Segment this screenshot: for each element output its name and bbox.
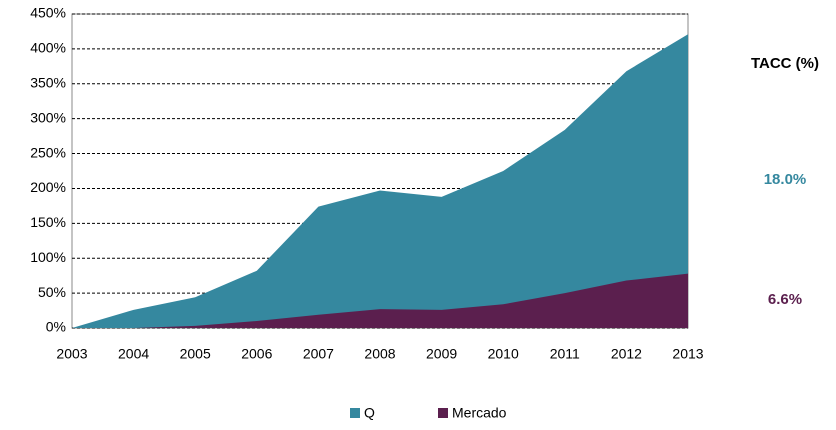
annotation-title: TACC (%) (751, 55, 819, 72)
x-tick-label: 2008 (364, 346, 395, 362)
y-tick-label: 450% (30, 5, 66, 21)
y-tick-label: 350% (30, 74, 66, 90)
y-tick-label: 400% (30, 40, 66, 56)
x-tick-label: 2012 (611, 346, 642, 362)
x-tick-label: 2006 (241, 346, 272, 362)
area (72, 273, 688, 328)
y-tick-label: 250% (30, 144, 66, 160)
x-tick-label: 2009 (426, 346, 457, 362)
y-tick-label: 200% (30, 179, 66, 195)
y-tick-label: 300% (30, 109, 66, 125)
x-tick-label: 2003 (56, 346, 87, 362)
annotation: 6.6% (768, 291, 802, 308)
legend-swatch (350, 408, 360, 418)
x-tick-label: 2013 (672, 346, 703, 362)
y-tick-label: 100% (30, 249, 66, 265)
x-tick-label: 2011 (550, 346, 580, 362)
y-tick-label: 150% (30, 214, 66, 230)
x-tick-label: 2004 (118, 346, 149, 362)
x-tick-label: 2007 (303, 346, 334, 362)
area (72, 34, 688, 328)
x-tick-label: 2005 (180, 346, 211, 362)
y-tick-label: 50% (38, 284, 66, 300)
annotation: 18.0% (764, 171, 807, 188)
legend-swatch (438, 408, 448, 418)
y-tick-label: 0% (46, 319, 66, 335)
legend-label: Mercado (452, 405, 507, 421)
x-tick-label: 2010 (488, 346, 519, 362)
legend-label: Q (364, 405, 375, 421)
